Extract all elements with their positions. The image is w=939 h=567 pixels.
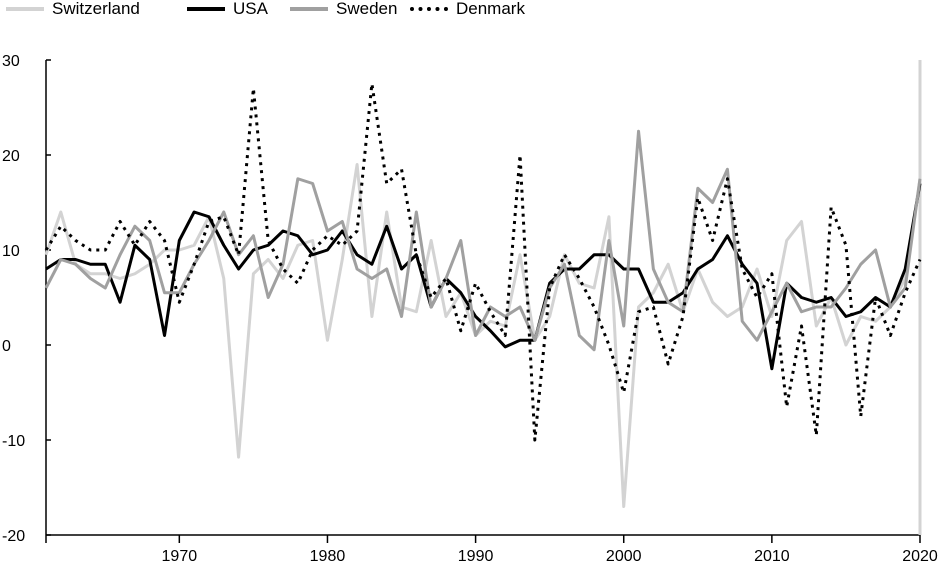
legend-label-denmark: Denmark [456,0,525,18]
chart-axes: -20 -10 0 10 20 30 1970 1980 1990 2000 2010 2020 [2,53,938,565]
legend-label-sweden: Sweden [336,0,398,18]
legend-item-usa: USA [187,0,268,18]
x-tick-label: 1970 [162,548,198,565]
legend-label-usa: USA [233,0,268,18]
y-tick-label: 30 [2,53,20,70]
y-tick-label: 10 [2,243,20,260]
y-tick-label: 20 [2,148,20,165]
legend-swatch-sweden [290,7,328,11]
x-tick-label: 2020 [902,548,938,565]
legend-swatch-denmark [410,7,448,11]
x-tick-label: 2010 [754,548,790,565]
x-tick-label: 2000 [606,548,642,565]
y-tick-label: 0 [2,338,11,355]
series-line-switzerland [44,163,922,508]
series-line-denmark [44,82,922,442]
chart-legend: Switzerland USA Sweden Denmark [0,0,939,20]
y-tick-label: -20 [2,528,25,545]
legend-item-switzerland: Switzerland [6,0,140,18]
x-tick-label: 1990 [458,548,494,565]
legend-swatch-usa [187,7,225,11]
legend-swatch-switzerland [6,7,44,11]
legend-label-switzerland: Switzerland [52,0,140,18]
series-line-sweden [44,129,922,352]
x-tick-label: 1980 [310,548,346,565]
series-layer [44,82,922,508]
legend-item-sweden: Sweden [290,0,397,18]
legend-item-denmark: Denmark [410,0,525,18]
series-line-usa [45,183,922,371]
y-tick-label: -10 [2,433,25,450]
